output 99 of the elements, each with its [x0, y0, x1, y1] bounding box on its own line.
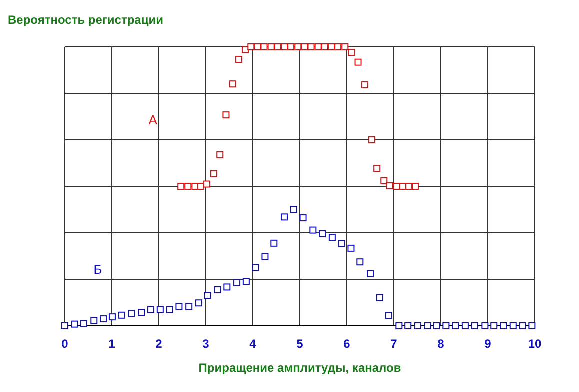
point [248, 44, 255, 50]
point [471, 322, 478, 330]
point [186, 303, 193, 310]
point [334, 44, 342, 50]
point [252, 264, 260, 272]
point [374, 165, 381, 172]
point [348, 244, 355, 252]
point [234, 279, 241, 286]
point [242, 278, 250, 286]
point [80, 320, 88, 328]
x-tick-label: 3 [202, 337, 210, 351]
point [288, 44, 295, 50]
point [368, 136, 376, 144]
point [184, 183, 192, 190]
point [442, 322, 450, 330]
point [108, 314, 116, 321]
point [294, 44, 302, 50]
point [262, 253, 269, 260]
point [462, 322, 469, 330]
point [376, 294, 384, 302]
point [386, 182, 394, 190]
point [412, 183, 420, 190]
point [270, 240, 278, 247]
point [342, 44, 349, 50]
point [148, 306, 155, 314]
point [348, 49, 356, 56]
point [367, 270, 374, 278]
point [222, 112, 230, 119]
point [321, 44, 328, 50]
point [280, 44, 288, 50]
x-tick-label: 6 [344, 337, 351, 351]
point [268, 44, 275, 50]
point [260, 44, 268, 50]
point [361, 81, 368, 88]
point [396, 322, 403, 330]
point [328, 234, 336, 242]
point [528, 322, 536, 330]
point [138, 309, 146, 316]
point [319, 230, 326, 238]
point [229, 80, 236, 88]
point [310, 226, 317, 234]
x-tick-label: 2 [156, 337, 163, 351]
point [214, 286, 222, 294]
point [197, 183, 204, 190]
point [254, 44, 262, 50]
point [308, 44, 315, 50]
point [338, 240, 346, 248]
x-tick-label: 10 [528, 337, 542, 351]
point [500, 322, 508, 330]
point [356, 258, 364, 266]
point [178, 183, 185, 190]
point [62, 322, 68, 330]
point [156, 306, 164, 314]
point [328, 44, 335, 50]
chart-title: Вероятность регистрации [8, 13, 164, 27]
x-tick-label: 5 [296, 337, 304, 351]
point [195, 300, 202, 307]
point [510, 322, 517, 330]
point [385, 312, 392, 320]
point [204, 292, 212, 300]
point [406, 183, 413, 190]
x-tick-label: 4 [250, 337, 257, 351]
point [482, 322, 489, 330]
point [519, 322, 526, 330]
x-tick-label: 7 [390, 337, 398, 351]
point [203, 180, 210, 188]
point [380, 177, 388, 184]
point [433, 322, 440, 330]
x-tick-label: 9 [484, 337, 492, 351]
point [100, 316, 108, 323]
point [128, 310, 136, 318]
text: Б [94, 262, 102, 277]
point [224, 284, 231, 291]
point [314, 44, 322, 50]
point [235, 56, 242, 64]
point [424, 322, 432, 330]
point [274, 44, 282, 50]
point [354, 58, 362, 66]
point [404, 322, 412, 330]
point [118, 312, 126, 319]
point [290, 206, 298, 214]
point [490, 322, 498, 330]
point [210, 170, 218, 178]
point [176, 303, 183, 310]
x-tick-label: 1 [108, 337, 116, 351]
point [242, 46, 249, 54]
point [452, 322, 460, 330]
x-tick-label: 0 [62, 337, 69, 351]
point [216, 151, 224, 158]
text: А [148, 112, 158, 128]
point [414, 322, 422, 330]
x-tick-label: 8 [438, 337, 445, 351]
point [90, 317, 98, 324]
point [280, 214, 288, 221]
point [300, 214, 307, 222]
point [166, 306, 174, 314]
x-axis-title: Приращение амплитуды, каналов [198, 361, 402, 375]
point [301, 44, 308, 50]
point [71, 320, 78, 328]
